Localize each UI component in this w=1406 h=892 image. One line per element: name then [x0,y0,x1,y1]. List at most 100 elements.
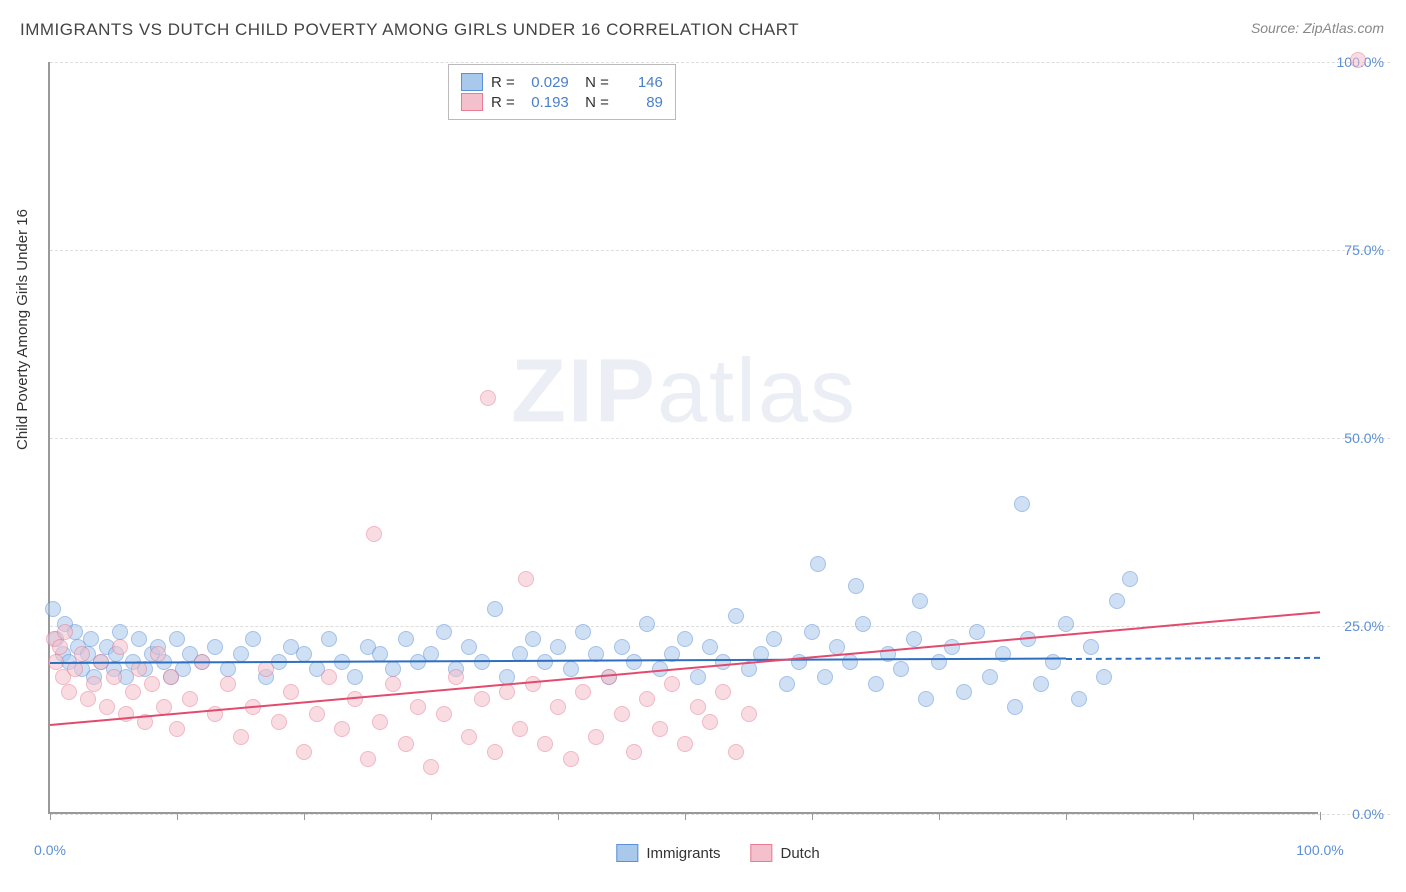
scatter-point [220,676,236,692]
correlation-legend: R = 0.029 N = 146 R = 0.193 N = 89 [448,64,676,120]
scatter-point [537,736,553,752]
scatter-point [1058,616,1074,632]
scatter-point [487,601,503,617]
chart-area: ZIPatlas 0.0%25.0%50.0%75.0%100.0%0.0%10… [48,62,1388,822]
scatter-point [918,691,934,707]
scatter-point [283,684,299,700]
scatter-point [321,669,337,685]
scatter-point [912,593,928,609]
scatter-point [1096,669,1112,685]
scatter-point [169,631,185,647]
legend-r-value: 0.029 [523,74,569,91]
scatter-point [309,706,325,722]
scatter-point [112,624,128,640]
scatter-point [436,624,452,640]
grid-line [50,814,1390,815]
scatter-point [848,578,864,594]
scatter-point [575,624,591,640]
scatter-point [423,759,439,775]
scatter-point [1071,691,1087,707]
x-tick [1320,812,1321,820]
scatter-point [118,706,134,722]
scatter-point [575,684,591,700]
trend-line-extrapolated [1066,656,1320,659]
scatter-point [677,736,693,752]
scatter-point [1014,496,1030,512]
scatter-point [829,639,845,655]
scatter-point [83,631,99,647]
scatter-point [245,631,261,647]
scatter-point [652,721,668,737]
swatch-immigrants [461,73,483,91]
x-tick-label: 100.0% [1296,842,1343,858]
scatter-point [86,676,102,692]
scatter-point [487,744,503,760]
scatter-point [956,684,972,700]
scatter-point [480,390,496,406]
x-tick-label: 0.0% [34,842,66,858]
scatter-point [385,676,401,692]
scatter-point [690,669,706,685]
scatter-point [436,706,452,722]
scatter-point [207,639,223,655]
legend-label: Dutch [781,845,820,862]
scatter-point [220,661,236,677]
scatter-point [639,616,655,632]
scatter-point [321,631,337,647]
scatter-point [296,744,312,760]
scatter-point [258,661,274,677]
scatter-point [715,684,731,700]
scatter-point [80,691,96,707]
scatter-point [398,736,414,752]
scatter-point [518,571,534,587]
scatter-point [664,676,680,692]
legend-item: Dutch [751,844,820,862]
scatter-point [702,639,718,655]
scatter-point [1122,571,1138,587]
scatter-point [512,721,528,737]
y-axis-label: Child Poverty Among Girls Under 16 [14,209,31,450]
scatter-point [728,744,744,760]
grid-line [50,438,1390,439]
scatter-point [766,631,782,647]
scatter-point [131,631,147,647]
scatter-point [410,699,426,715]
scatter-point [461,639,477,655]
scatter-point [45,601,61,617]
x-tick [304,812,305,820]
x-tick [812,812,813,820]
scatter-point [906,631,922,647]
scatter-point [334,721,350,737]
scatter-point [741,706,757,722]
scatter-point [169,721,185,737]
grid-line [50,62,1390,63]
legend-row-immigrants: R = 0.029 N = 146 [461,73,663,91]
x-tick [431,812,432,820]
scatter-point [1350,52,1366,68]
y-tick-label: 25.0% [1344,618,1384,634]
scatter-point [817,669,833,685]
y-tick-label: 75.0% [1344,242,1384,258]
trend-line [50,611,1320,726]
scatter-point [1007,699,1023,715]
scatter-point [779,676,795,692]
scatter-point [144,676,160,692]
scatter-point [525,676,541,692]
legend-r-value: 0.193 [523,94,569,111]
scatter-point [57,624,73,640]
scatter-point [868,676,884,692]
grid-line [50,626,1390,627]
x-tick [1066,812,1067,820]
scatter-point [639,691,655,707]
scatter-point [715,654,731,670]
scatter-point [982,669,998,685]
legend-r-label: R = [491,74,515,91]
scatter-point [448,669,464,685]
scatter-point [461,729,477,745]
series-legend: ImmigrantsDutch [616,844,819,862]
scatter-point [614,639,630,655]
scatter-point [61,684,77,700]
scatter-point [1045,654,1061,670]
y-tick-label: 0.0% [1352,806,1384,822]
legend-n-value: 89 [617,94,663,111]
